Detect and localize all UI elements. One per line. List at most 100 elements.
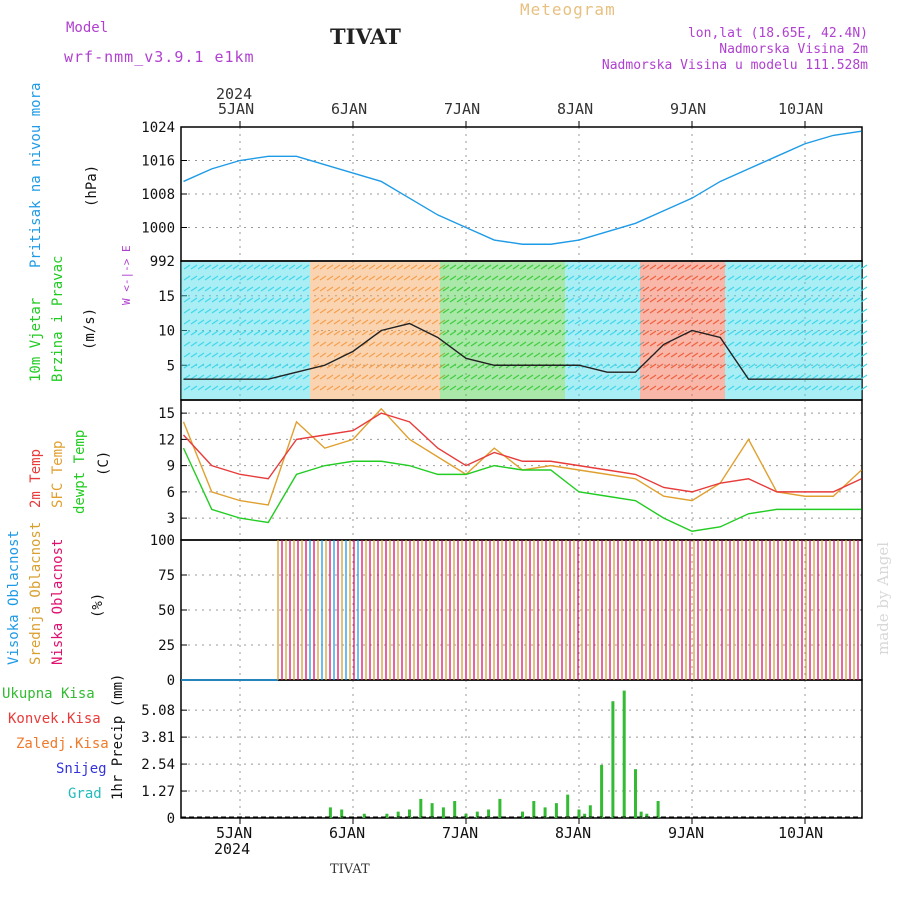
wind-barb [253, 330, 261, 336]
wind-barb [211, 363, 219, 369]
wind-barb [811, 275, 819, 281]
wind-barb [526, 297, 534, 303]
wind-barb [790, 319, 798, 325]
legend-snow: Snijeg [56, 761, 107, 777]
wind-barb [748, 275, 756, 281]
wind-barb [204, 341, 212, 347]
wind-barb [246, 286, 254, 292]
bottom-date-8jan: 8JAN [555, 824, 592, 842]
wind-barb [410, 275, 418, 281]
wind-barb [281, 308, 289, 314]
wind-barb [368, 341, 376, 347]
wind-barb [649, 341, 657, 347]
wind-barb [396, 275, 404, 281]
wind-barb [190, 352, 198, 358]
wind-barb [748, 297, 756, 303]
precip-bar [340, 809, 344, 818]
wind-barb [470, 297, 478, 303]
wind-barb [609, 341, 617, 347]
wind-barb [456, 297, 464, 303]
wind-barb [663, 385, 671, 391]
wind-barb [561, 275, 569, 281]
wind-barb [389, 297, 397, 303]
wind-barb [832, 363, 840, 369]
wind-barb [554, 275, 562, 281]
wind-barb [719, 385, 727, 391]
wind-barb [719, 308, 727, 314]
wind-barb [326, 286, 334, 292]
wind-barb [505, 297, 513, 303]
wind-barb [839, 352, 847, 358]
wind-barb [642, 330, 650, 336]
wind-barb [804, 385, 812, 391]
wind-barb [361, 297, 369, 303]
wind-barb [449, 374, 457, 380]
wind-barb [260, 297, 268, 303]
wind-barb [519, 352, 527, 358]
wind-barb [281, 275, 289, 281]
wind-barb [333, 319, 341, 325]
wind-barb [375, 374, 383, 380]
wind-barb [410, 286, 418, 292]
wind-barb [825, 286, 833, 292]
wind-barb [438, 308, 446, 314]
wind-barb [860, 275, 868, 281]
wind-barb [853, 275, 861, 281]
precip-bar [328, 807, 332, 818]
wind-barb [403, 275, 411, 281]
wind-barb [684, 308, 692, 314]
wind-barb [670, 286, 678, 292]
wind-barb [712, 374, 720, 380]
wind-barb [567, 264, 575, 270]
wind-barb [649, 385, 657, 391]
wind-barb [512, 341, 520, 347]
wind-barb [741, 308, 749, 314]
wind-barb [637, 319, 645, 325]
wind-barb [839, 275, 847, 281]
wind-barb [783, 264, 791, 270]
wind-barb [319, 374, 327, 380]
precip-bar [583, 813, 587, 818]
wind-barb [561, 374, 569, 380]
wind-barb [839, 363, 847, 369]
wind-barb [567, 330, 575, 336]
wind-barb [197, 319, 205, 325]
wind-barb [698, 363, 706, 369]
wind-barb [630, 341, 638, 347]
legend-conv-precip: Konvek.Kisa [8, 711, 101, 727]
wind-barb [790, 363, 798, 369]
wind-barb [190, 275, 198, 281]
wind-barb [477, 319, 485, 325]
wind-barb [354, 330, 362, 336]
wind-barb [776, 319, 784, 325]
wind-barb [623, 330, 631, 336]
wind-barb [712, 341, 720, 347]
wind-barb [561, 297, 569, 303]
y-tick-label: 1016 [141, 154, 175, 170]
wind-barb [463, 308, 471, 314]
wind-barb [797, 341, 805, 347]
wind-barb [410, 308, 418, 314]
wind-barb [498, 264, 506, 270]
wind-barb [260, 363, 268, 369]
wind-barb [302, 374, 310, 380]
wind-barb [642, 264, 650, 270]
wind-barb [769, 352, 777, 358]
wind-barb [698, 264, 706, 270]
wind-barb [239, 275, 247, 281]
wind-barb [649, 363, 657, 369]
wind-barb [368, 286, 376, 292]
wind-barb [533, 297, 541, 303]
wind-barb [424, 275, 432, 281]
wind-barb [232, 264, 240, 270]
wind-barb [609, 297, 617, 303]
wind-barb [574, 308, 582, 314]
wind-barb [684, 374, 692, 380]
wind-barb [588, 308, 596, 314]
wind-barb [288, 319, 296, 325]
wind-barb [698, 275, 706, 281]
wind-barb [375, 363, 383, 369]
wind-barb [574, 297, 582, 303]
wind-barb [609, 308, 617, 314]
wind-barb [319, 286, 327, 292]
